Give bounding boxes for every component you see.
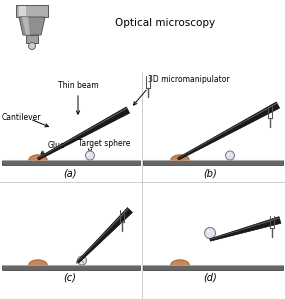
Circle shape [86,151,95,160]
Text: Cantilever: Cantilever [2,114,42,123]
Text: Optical microscopy: Optical microscopy [115,18,215,28]
Text: Target sphere: Target sphere [78,138,130,147]
Polygon shape [29,260,47,265]
Polygon shape [178,103,277,159]
Polygon shape [19,17,45,35]
Polygon shape [76,260,84,263]
Text: (a): (a) [63,168,77,178]
Bar [143,265,283,270]
FancyBboxPatch shape [16,5,48,17]
Circle shape [205,228,215,239]
Bar [143,160,283,165]
Circle shape [228,153,230,155]
Bar [26,35,38,43]
Polygon shape [210,217,280,240]
Polygon shape [37,107,130,160]
Polygon shape [22,17,30,35]
Text: (c): (c) [64,273,76,283]
Circle shape [78,256,87,265]
Polygon shape [171,260,189,265]
Circle shape [88,153,90,155]
Circle shape [207,230,209,233]
Polygon shape [171,155,189,160]
Polygon shape [178,102,280,160]
Text: (b): (b) [203,168,217,178]
Text: 3D micromanipulator: 3D micromanipulator [148,75,230,84]
Text: Glue: Glue [48,141,66,150]
Polygon shape [38,108,127,159]
Polygon shape [78,208,129,262]
Bar [2,265,140,270]
Circle shape [225,151,235,160]
Circle shape [80,258,82,260]
Circle shape [28,42,36,50]
Text: (d): (d) [203,273,217,283]
Text: Thin beam: Thin beam [58,81,98,90]
Polygon shape [77,208,133,263]
Polygon shape [29,155,47,160]
Bar [2,160,140,165]
Bar [19,6,26,16]
Polygon shape [210,217,281,241]
